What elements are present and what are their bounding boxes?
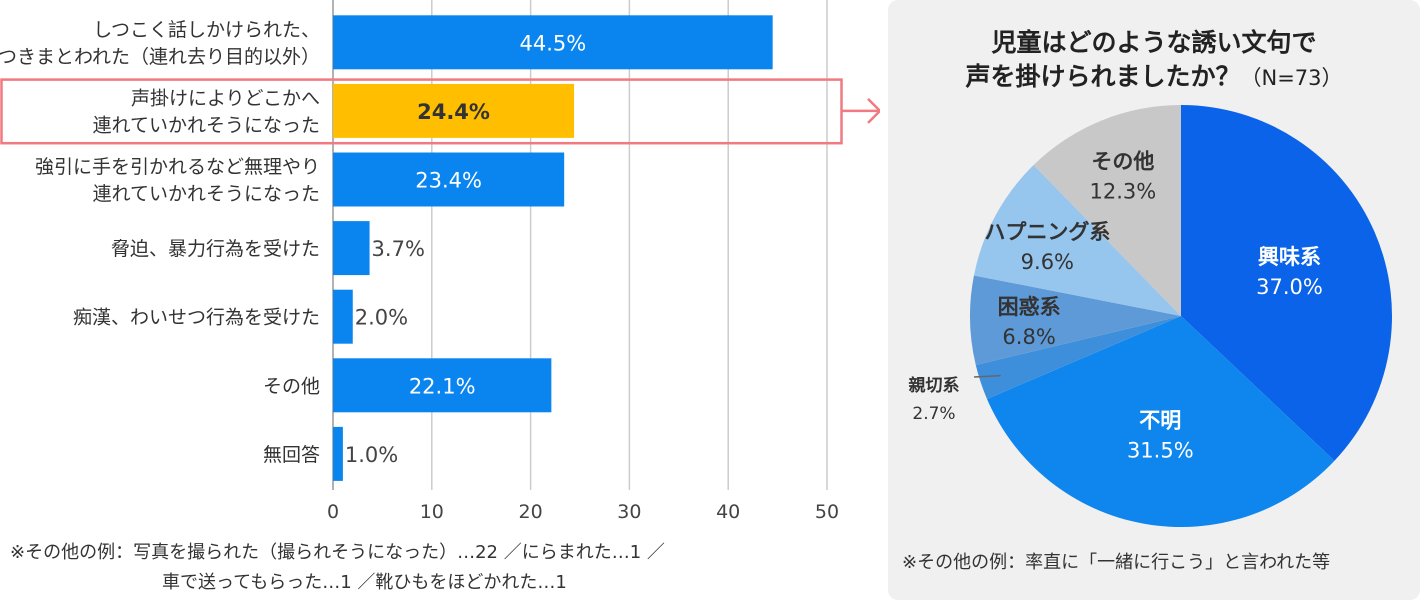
pie-panel: 児童はどのような誘い文句で 声を掛けられましたか？（N=73） 興味系 37.0%…: [888, 0, 1420, 600]
bar-value-label: 3.7%: [372, 237, 425, 261]
category-label: つきまとわれた（連れ去り目的以外）: [0, 46, 320, 68]
pie-slice: [986, 316, 1335, 527]
bar-value-label: 24.4%: [417, 100, 490, 124]
pie-slice: [1181, 105, 1392, 461]
pie-title-line1: 児童はどのような誘い文句で: [991, 28, 1317, 57]
pie-note: ※その他の例：率直に「一緒に行こう」と言われた等: [902, 552, 1331, 573]
pie-slice-value: 31.5%: [1127, 438, 1194, 462]
x-tick-label: 30: [617, 501, 641, 523]
bar-note-line1: ※その他の例：写真を撮られた（撮られそうになった）…22 ／にらまれた…1 ／: [10, 542, 665, 563]
pie-title-n: （N=73）: [1240, 66, 1343, 90]
bar: [333, 15, 773, 70]
pie-slice-value: 12.3%: [1090, 179, 1157, 203]
pie-slice: [973, 165, 1181, 316]
highlight-arrow: [867, 98, 880, 124]
pie-slice: [975, 316, 1181, 399]
category-label: 連れていかれそうになった: [93, 183, 320, 205]
bar-value-label: 44.5%: [519, 31, 586, 55]
bar: [333, 152, 565, 207]
category-label: 無回答: [263, 444, 320, 466]
pie-leader-line: [973, 374, 1001, 378]
category-label: 声掛けによりどこかへ: [131, 87, 320, 109]
bar-highlight: [333, 83, 575, 138]
pie-slice-label: 困惑系: [998, 295, 1061, 319]
x-tick-label: 10: [420, 501, 444, 523]
pie-slice-label: その他: [1091, 149, 1154, 173]
x-tick-label: 40: [716, 501, 740, 523]
pie-slice-label: ハプニング系: [984, 220, 1110, 244]
pie-chart: 興味系 37.0% 不明 31.5% 親切系 2.7% 困惑系 6.8% ハプニング系 9.6% そ…: [909, 105, 1392, 527]
pie-slice-value: 37.0%: [1256, 275, 1323, 299]
pie-slice: [970, 275, 1181, 365]
pie-slice-value: 2.7%: [912, 404, 955, 424]
pie-title-line2-text: 声を掛けられましたか？: [965, 62, 1241, 91]
bar-note-line2: 車で送ってもらった…1 ／靴ひもをほどかれた…1: [162, 572, 567, 593]
pie-title: 児童はどのような誘い文句で 声を掛けられましたか？（N=73）: [888, 26, 1420, 95]
bar: [333, 289, 353, 344]
pie-slice: [1033, 105, 1181, 316]
bar-value-label: 23.4%: [415, 169, 482, 193]
pie-slice-value: 6.8%: [1002, 325, 1055, 349]
x-tick-label: 50: [815, 501, 839, 523]
x-tick-label: 20: [519, 501, 543, 523]
pie-slice-label: 不明: [1139, 408, 1181, 432]
category-label: 連れていかれそうになった: [93, 114, 320, 136]
highlight-box: [0, 78, 843, 145]
bar-value-label: 1.0%: [345, 443, 398, 467]
x-tick-label: 0: [327, 501, 339, 523]
category-label: その他: [263, 375, 320, 397]
category-label: 強引に手を引かれるなど無理やり: [35, 156, 320, 178]
category-label: 脅迫、暴力行為を受けた: [111, 238, 320, 260]
pie-slice-value: 9.6%: [1021, 250, 1074, 274]
category-label: しつこく話しかけられた、: [93, 19, 320, 41]
bar: [333, 358, 552, 413]
pie-slice-label: 親切系: [909, 375, 960, 396]
bar-value-label: 2.0%: [355, 306, 408, 330]
bar-chart: 0 10 20 30 40 50 しつこく話しかけられた、つきまとわれた（連れ去り目的以外）…: [0, 0, 880, 523]
bar: [333, 221, 370, 276]
category-label: 痴漢、わいせつ行為を受けた: [73, 307, 320, 329]
pie-title-line2: 声を掛けられましたか？（N=73）: [888, 60, 1420, 95]
pie-slice-label: 興味系: [1258, 245, 1321, 269]
bar: [333, 426, 343, 481]
bar-value-label: 22.1%: [409, 374, 476, 398]
